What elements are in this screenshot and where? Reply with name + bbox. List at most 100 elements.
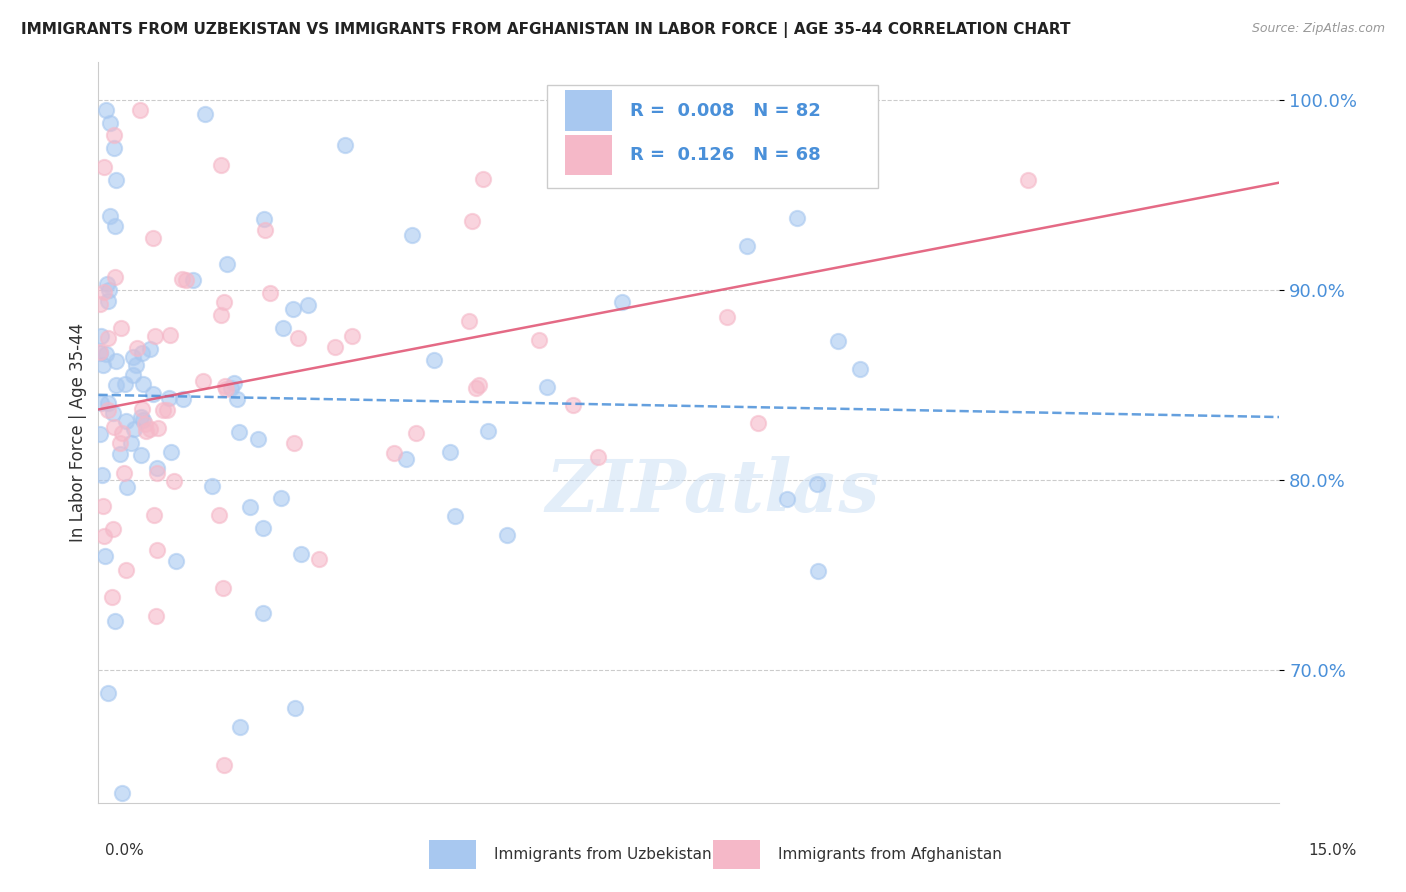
Point xyxy=(91,358,114,372)
Point xyxy=(105,173,128,187)
Point xyxy=(496,528,519,542)
Point xyxy=(93,549,115,563)
Point xyxy=(323,340,346,354)
Point xyxy=(246,433,269,447)
Point xyxy=(89,346,111,360)
Point xyxy=(110,320,132,334)
Point xyxy=(290,547,312,561)
Point xyxy=(115,480,138,494)
Point xyxy=(125,359,148,373)
Point xyxy=(342,329,364,343)
Point xyxy=(97,686,120,700)
Point xyxy=(101,590,124,604)
Point xyxy=(89,297,111,311)
Point xyxy=(259,285,281,300)
Point xyxy=(457,314,479,328)
Point xyxy=(444,508,467,523)
Point xyxy=(776,492,799,507)
Point xyxy=(152,402,174,417)
Point xyxy=(120,435,142,450)
Point xyxy=(270,491,292,506)
Point xyxy=(401,227,423,242)
Point xyxy=(96,277,118,292)
Point xyxy=(98,116,121,130)
Point xyxy=(114,377,136,392)
Point xyxy=(103,523,125,537)
Point xyxy=(212,581,235,595)
Point xyxy=(735,239,758,253)
Point xyxy=(143,328,166,343)
Point xyxy=(471,171,494,186)
Point xyxy=(226,392,249,406)
Point xyxy=(112,466,135,480)
Point xyxy=(131,346,153,360)
Point xyxy=(212,757,235,772)
Bar xyxy=(429,840,477,870)
Point xyxy=(157,391,180,405)
Point xyxy=(228,425,250,439)
Point xyxy=(163,475,186,489)
Point xyxy=(97,284,120,298)
Point xyxy=(93,285,115,300)
Point xyxy=(464,381,486,395)
Text: IMMIGRANTS FROM UZBEKISTAN VS IMMIGRANTS FROM AFGHANISTAN IN LABOR FORCE | AGE 3: IMMIGRANTS FROM UZBEKISTAN VS IMMIGRANTS… xyxy=(21,22,1070,38)
Point xyxy=(145,543,167,558)
Point xyxy=(135,424,157,438)
Point xyxy=(98,210,121,224)
Point xyxy=(252,606,274,620)
Point xyxy=(183,273,205,287)
Point xyxy=(115,563,138,577)
Point xyxy=(395,452,418,467)
Point xyxy=(160,445,183,459)
Point xyxy=(209,309,232,323)
Point xyxy=(229,720,252,734)
Point xyxy=(97,331,120,345)
Text: Immigrants from Afghanistan: Immigrants from Afghanistan xyxy=(778,847,1001,863)
Point xyxy=(90,467,112,482)
Point xyxy=(129,103,152,117)
Point xyxy=(148,421,170,435)
Point xyxy=(254,223,277,237)
Bar xyxy=(565,135,612,176)
Point xyxy=(170,272,193,286)
Point xyxy=(527,333,550,347)
Text: Source: ZipAtlas.com: Source: ZipAtlas.com xyxy=(1251,22,1385,36)
Text: 0.0%: 0.0% xyxy=(105,843,145,858)
Bar xyxy=(547,85,877,188)
Point xyxy=(477,425,499,439)
Point xyxy=(308,552,330,566)
Point xyxy=(104,219,127,234)
Point xyxy=(253,212,276,227)
Point xyxy=(806,564,828,578)
Point xyxy=(384,446,406,460)
Bar xyxy=(713,840,759,870)
Point xyxy=(103,128,125,142)
Point xyxy=(224,376,246,391)
Point xyxy=(439,445,461,459)
Point xyxy=(191,374,214,388)
Point xyxy=(212,295,235,310)
Point xyxy=(131,409,153,424)
Point xyxy=(104,354,127,368)
Point xyxy=(122,368,145,382)
Point xyxy=(121,350,143,364)
Point xyxy=(287,331,309,345)
Point xyxy=(96,103,118,117)
Point xyxy=(209,158,232,172)
Point xyxy=(111,425,134,440)
Point xyxy=(610,295,633,310)
Point xyxy=(108,435,131,450)
Point xyxy=(134,417,156,431)
Point xyxy=(536,380,558,394)
Point xyxy=(716,310,738,324)
Point xyxy=(194,107,217,121)
Point xyxy=(214,379,236,393)
Point xyxy=(122,422,145,436)
Point xyxy=(747,417,769,431)
Point xyxy=(104,269,127,284)
Text: R =  0.126   N = 68: R = 0.126 N = 68 xyxy=(630,146,821,164)
Point xyxy=(94,347,117,361)
Point xyxy=(131,401,153,416)
Point xyxy=(138,342,160,356)
Point xyxy=(93,160,115,174)
